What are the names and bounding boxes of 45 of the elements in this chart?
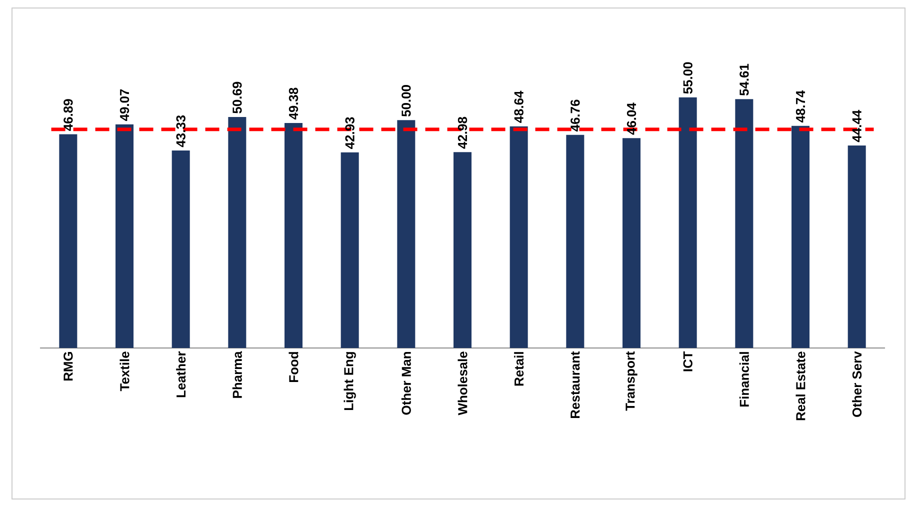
x-tick-label: Textile	[120, 352, 130, 392]
data-label: 46.89	[64, 99, 73, 131]
x-tick-label: Pharma	[232, 351, 242, 398]
bar	[792, 126, 810, 348]
bar	[622, 138, 641, 348]
data-label: 49.07	[120, 89, 130, 121]
data-label: 44.44	[852, 110, 862, 142]
x-tick-label: ICT	[683, 351, 692, 372]
x-tick-label: Light Eng	[344, 352, 356, 410]
bar	[678, 97, 697, 348]
bar	[397, 120, 416, 348]
data-label: 46.04	[626, 102, 636, 135]
x-tick-label: Wholesale	[458, 352, 468, 416]
x-tick-label: Retail	[514, 352, 524, 386]
x-tick-label: Financial	[739, 352, 749, 406]
data-label: 46.76	[570, 100, 580, 132]
data-label: 48.64	[514, 90, 524, 123]
data-label: 49.38	[288, 88, 298, 120]
x-tick-label: RMG	[64, 352, 73, 381]
x-tick-label: Real Estate	[796, 352, 806, 420]
bar	[510, 126, 528, 348]
bar	[284, 122, 303, 348]
bar	[116, 124, 134, 348]
data-label: 50.69	[232, 82, 242, 114]
x-tick-label: Leather	[176, 351, 186, 398]
bar	[848, 145, 866, 348]
bar	[454, 152, 472, 348]
bar	[228, 116, 246, 348]
bar	[735, 99, 754, 348]
x-tick-label: Other Serv	[852, 351, 862, 417]
bar	[566, 134, 584, 348]
data-label: 48.74	[796, 90, 806, 122]
x-tick-label: Food	[288, 352, 298, 382]
bar	[340, 152, 359, 348]
x-tick-label: Restaurant	[570, 351, 580, 418]
data-label: 42.98	[458, 116, 468, 149]
x-tick-label: Transport	[626, 351, 638, 411]
data-label: 42.93	[345, 117, 354, 149]
bar	[59, 134, 78, 348]
bar	[172, 150, 190, 348]
data-label: 55.00	[683, 62, 692, 94]
x-tick-label: Other Man	[401, 352, 411, 415]
data-label: 54.61	[740, 64, 749, 96]
data-label: 43.33	[176, 115, 186, 148]
data-label: 50.00	[402, 85, 411, 117]
